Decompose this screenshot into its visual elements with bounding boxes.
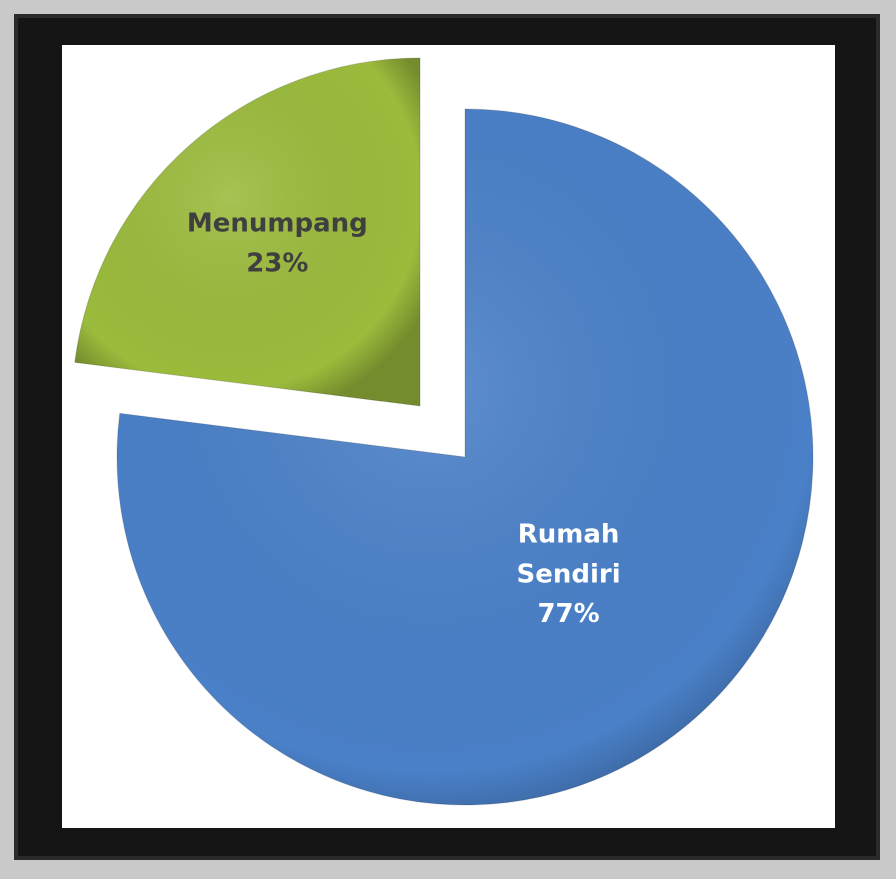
slice-value-label: 77% bbox=[537, 599, 599, 629]
slice-label: Menumpang bbox=[187, 209, 368, 239]
slice-value-label: 23% bbox=[246, 249, 308, 279]
slice-label: Rumah Sendiri bbox=[516, 519, 620, 589]
